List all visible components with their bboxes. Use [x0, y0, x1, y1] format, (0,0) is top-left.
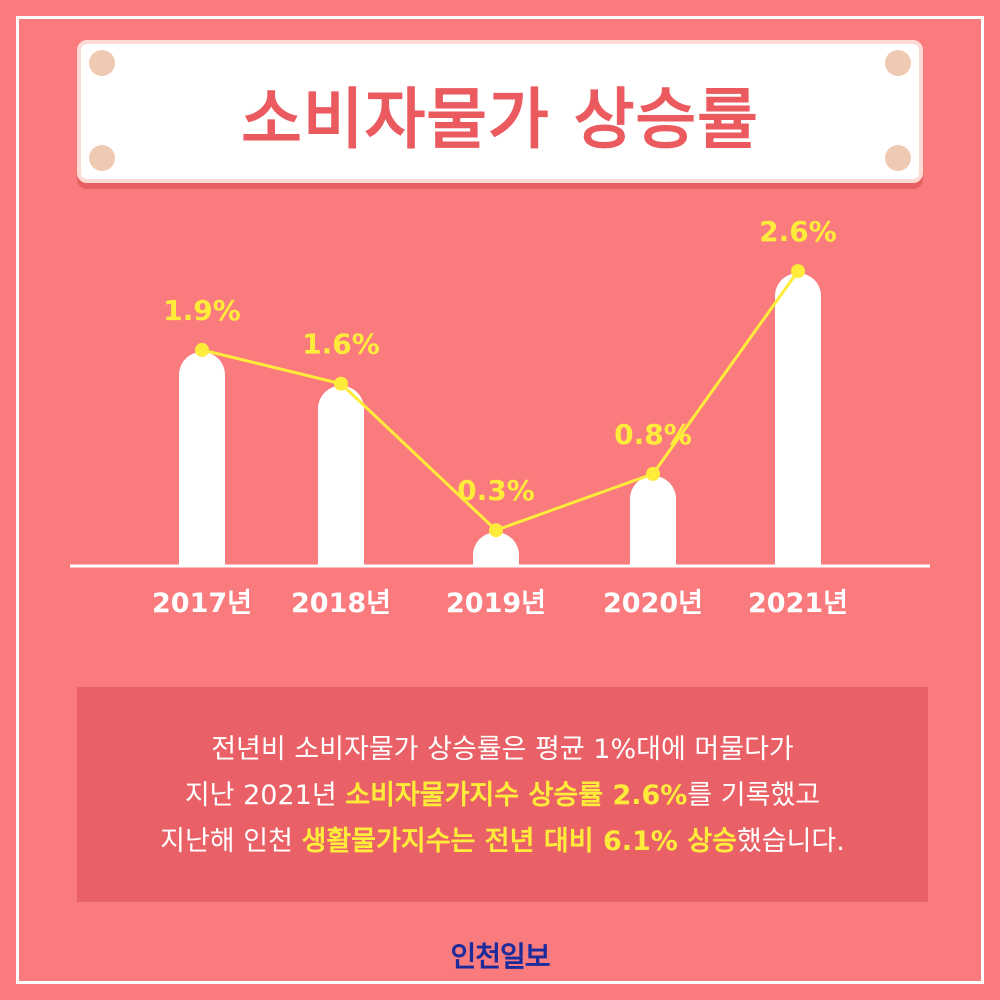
category-label: 2019년 [446, 588, 546, 619]
pin-decoration [89, 50, 115, 76]
pin-decoration [89, 145, 115, 171]
category-label: 2020년 [603, 588, 703, 619]
pin-decoration [885, 50, 911, 76]
bar-2017년 [179, 351, 225, 566]
value-label: 0.8% [614, 418, 692, 451]
bar-2021년 [775, 273, 821, 566]
bar-2020년 [630, 475, 676, 566]
data-point [646, 466, 660, 481]
chart: 1.9% 1.6% 0.3% 0.8% 2.6% 2017년 2018년 2019년 2020… [70, 215, 930, 619]
info-line-2: 지난 2021년 소비자물가지수 상승률 2.6%를 기록했고 [184, 780, 821, 811]
highlight-text: 소비자물가지수 상승률 2.6% [345, 780, 688, 811]
highlight-text: 생활물가지수는 전년 대비 6.1% 상승 [301, 826, 737, 857]
title-card: 소비자물가 상승률 [77, 40, 923, 183]
value-label: 1.9% [163, 294, 241, 327]
value-label: 0.3% [457, 474, 535, 507]
publisher-logo: 인천일보 [450, 940, 550, 973]
pin-decoration [885, 145, 911, 171]
data-point [195, 342, 209, 357]
value-label: 2.6% [759, 215, 837, 248]
value-label: 1.6% [302, 328, 380, 361]
category-label: 2017년 [152, 588, 252, 619]
data-point [334, 376, 348, 391]
page-frame [16, 16, 984, 984]
data-point [489, 523, 503, 538]
data-point [791, 264, 805, 279]
info-line-3: 지난해 인천 생활물가지수는 전년 대비 6.1% 상승했습니다. [160, 826, 845, 857]
category-label: 2018년 [291, 588, 391, 619]
info-line-1: 전년비 소비자물가 상승률은 평균 1%대에 머물다가 [211, 734, 794, 765]
bar-2018년 [318, 385, 364, 566]
category-label: 2021년 [748, 588, 848, 619]
bar-2019년 [473, 532, 519, 566]
page-title: 소비자물가 상승률 [241, 81, 759, 158]
info-box: 전년비 소비자물가 상승률은 평균 1%대에 머물다가 지난 2021년 소비자… [77, 687, 928, 902]
